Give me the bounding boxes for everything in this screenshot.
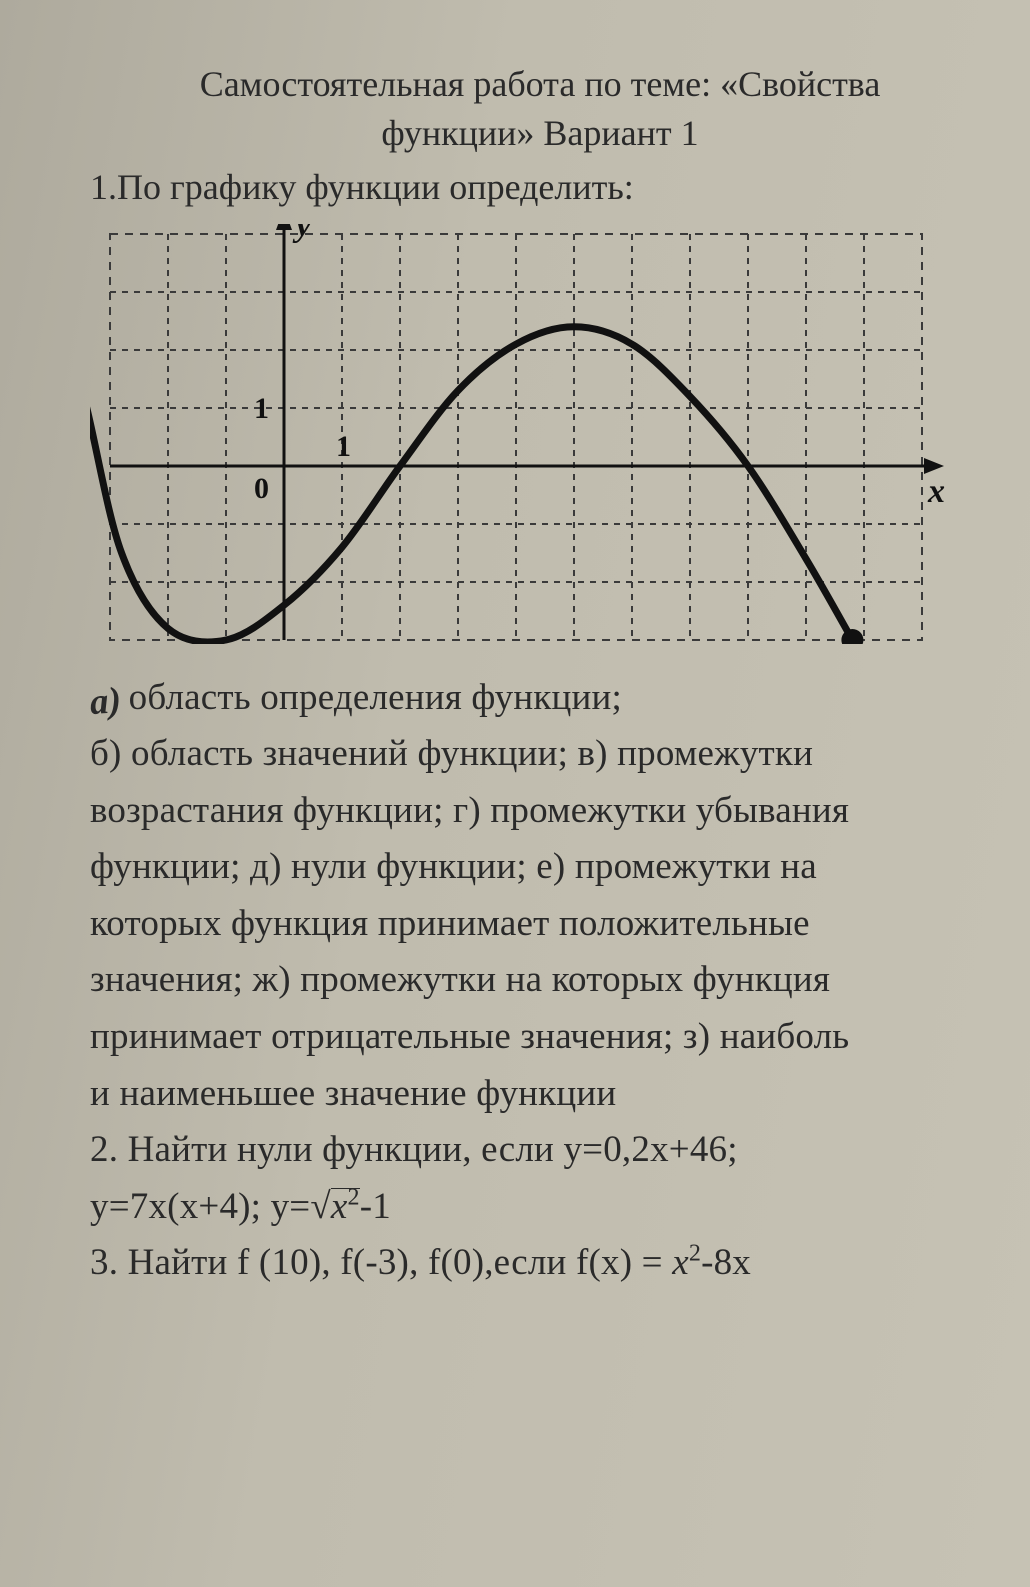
q1-line-d: функции; д) нули функции; е) промежутки … [90, 841, 990, 894]
t3-prefix: 3. Найти f (10), f(-3), f(0),если f(x) = [90, 1242, 672, 1283]
title-line-1: Самостоятельная работа по теме: «Свойств… [200, 64, 881, 104]
q1-line-b: б) область значений функции; в) промежут… [90, 728, 990, 781]
svg-text:x: x [927, 473, 945, 510]
q1-line-h: и наименьшее значение функции [90, 1068, 990, 1121]
q1-line-f: значения; ж) промежутки на которых функц… [90, 954, 990, 1007]
t2-l2a: y=7x(x+4); y= [90, 1186, 310, 1227]
t3-exp: 2 [689, 1241, 701, 1267]
t2-tail: -1 [360, 1186, 391, 1227]
function-graph: 110yx [90, 224, 970, 644]
q1-line-c: возрастания функции; г) промежутки убыва… [90, 785, 990, 838]
marker-a: а) [88, 675, 123, 730]
svg-text:0: 0 [254, 472, 269, 505]
question-body: а) область определения функции; б) облас… [90, 672, 990, 1290]
t3-tail: -8x [701, 1242, 751, 1283]
sqrt-symbol: √ [310, 1186, 331, 1227]
t3-base: x [672, 1242, 689, 1283]
t2-rest: 0,2x+46; [603, 1129, 738, 1170]
question-1-prompt: 1.По графику функции определить: [90, 163, 990, 212]
worksheet-page: Самостоятельная работа по теме: «Свойств… [0, 0, 1030, 1587]
svg-text:1: 1 [336, 430, 351, 463]
sqrt-expression: √x2 [310, 1181, 359, 1234]
title-line-2: функции» Вариант 1 [381, 113, 698, 153]
sqrt-bar [331, 1188, 360, 1190]
task-2-line2: y=7x(x+4); y=√x2-1 [90, 1181, 990, 1234]
q1-a: а) область определения функции; [90, 672, 990, 725]
task-2-line1: 2. Найти нули функции, если y=0,2x+46; [90, 1124, 990, 1177]
q1-line-g: принимает отрицательные значения; з) наи… [90, 1011, 990, 1064]
svg-text:1: 1 [254, 392, 269, 425]
chart-svg: 110yx [90, 224, 970, 644]
task-3: 3. Найти f (10), f(-3), f(0),если f(x) =… [90, 1237, 990, 1290]
t2-prefix: 2. Найти нули функции, если y= [90, 1129, 603, 1170]
sqrt-arg: x [331, 1186, 348, 1227]
q1-a-text: область определения функции; [119, 677, 622, 718]
worksheet-title: Самостоятельная работа по теме: «Свойств… [90, 60, 990, 157]
q1-line-e: которых функция принимает положительные [90, 898, 990, 951]
